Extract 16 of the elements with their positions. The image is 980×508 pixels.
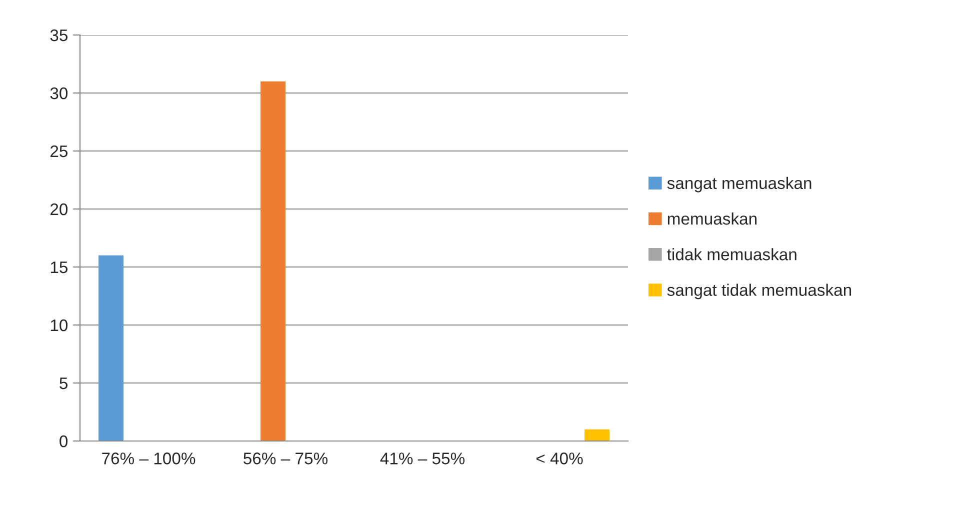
x-tick-label: 76% – 100% xyxy=(102,452,196,464)
y-tick-label: 20 xyxy=(50,203,68,216)
legend-label: sangat tidak memuaskan xyxy=(667,284,852,300)
y-tick-label: 10 xyxy=(50,319,68,332)
x-tick-label: < 40% xyxy=(536,452,583,464)
y-tick-label: 15 xyxy=(50,262,68,274)
legend-label: sangat memuaskan xyxy=(667,176,812,192)
legend-label: memuaskan xyxy=(668,212,757,225)
y-tick-label: 30 xyxy=(50,87,68,100)
x-tick-label: 41% – 55% xyxy=(380,452,465,464)
y-tick-label: 0 xyxy=(60,435,68,448)
y-tick-label: 25 xyxy=(50,145,68,158)
y-tick-label: 35 xyxy=(50,29,68,42)
x-tick-label: 56% – 75% xyxy=(244,452,328,464)
legend-label: tidak memuaskan xyxy=(667,248,796,260)
y-tick-label: 5 xyxy=(60,378,68,390)
